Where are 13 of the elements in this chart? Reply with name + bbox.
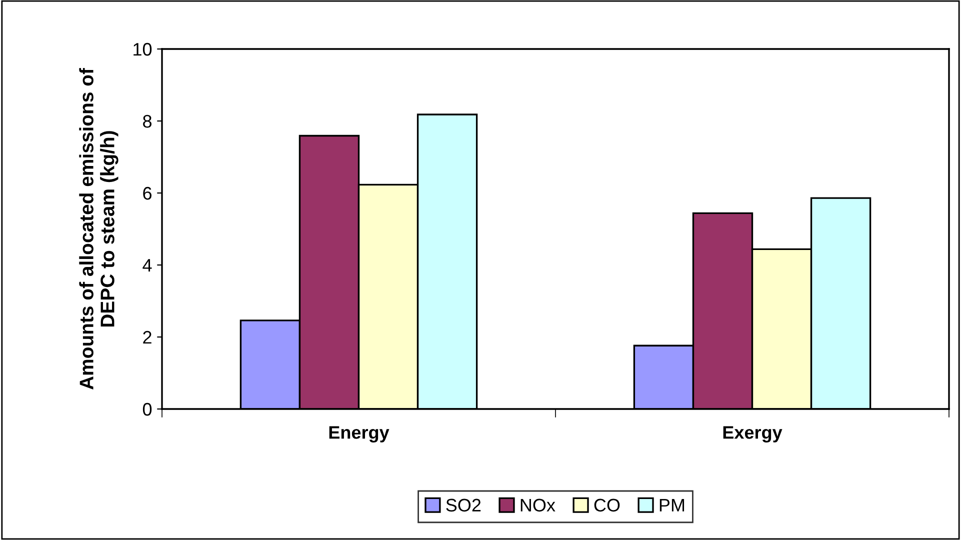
legend-label: SO2 [446,498,481,512]
y-tick-label: 10 [134,42,152,56]
y-tick-label: 8 [143,114,152,128]
y-axis-title: Amounts of allocated emissions of DEPC to steam (kg/h) [79,68,118,390]
y-tick-label: 2 [143,330,152,344]
legend-label: CO [594,498,620,512]
legend-label: NOx [520,498,556,512]
legend-label: PM [660,498,684,512]
y-tick-label: 6 [143,186,152,200]
y-tick-label: 0 [142,402,152,416]
x-tick-label: Energy [329,426,390,442]
y-tick-label: 4 [142,259,152,272]
x-tick-label: Exergy [723,426,782,442]
